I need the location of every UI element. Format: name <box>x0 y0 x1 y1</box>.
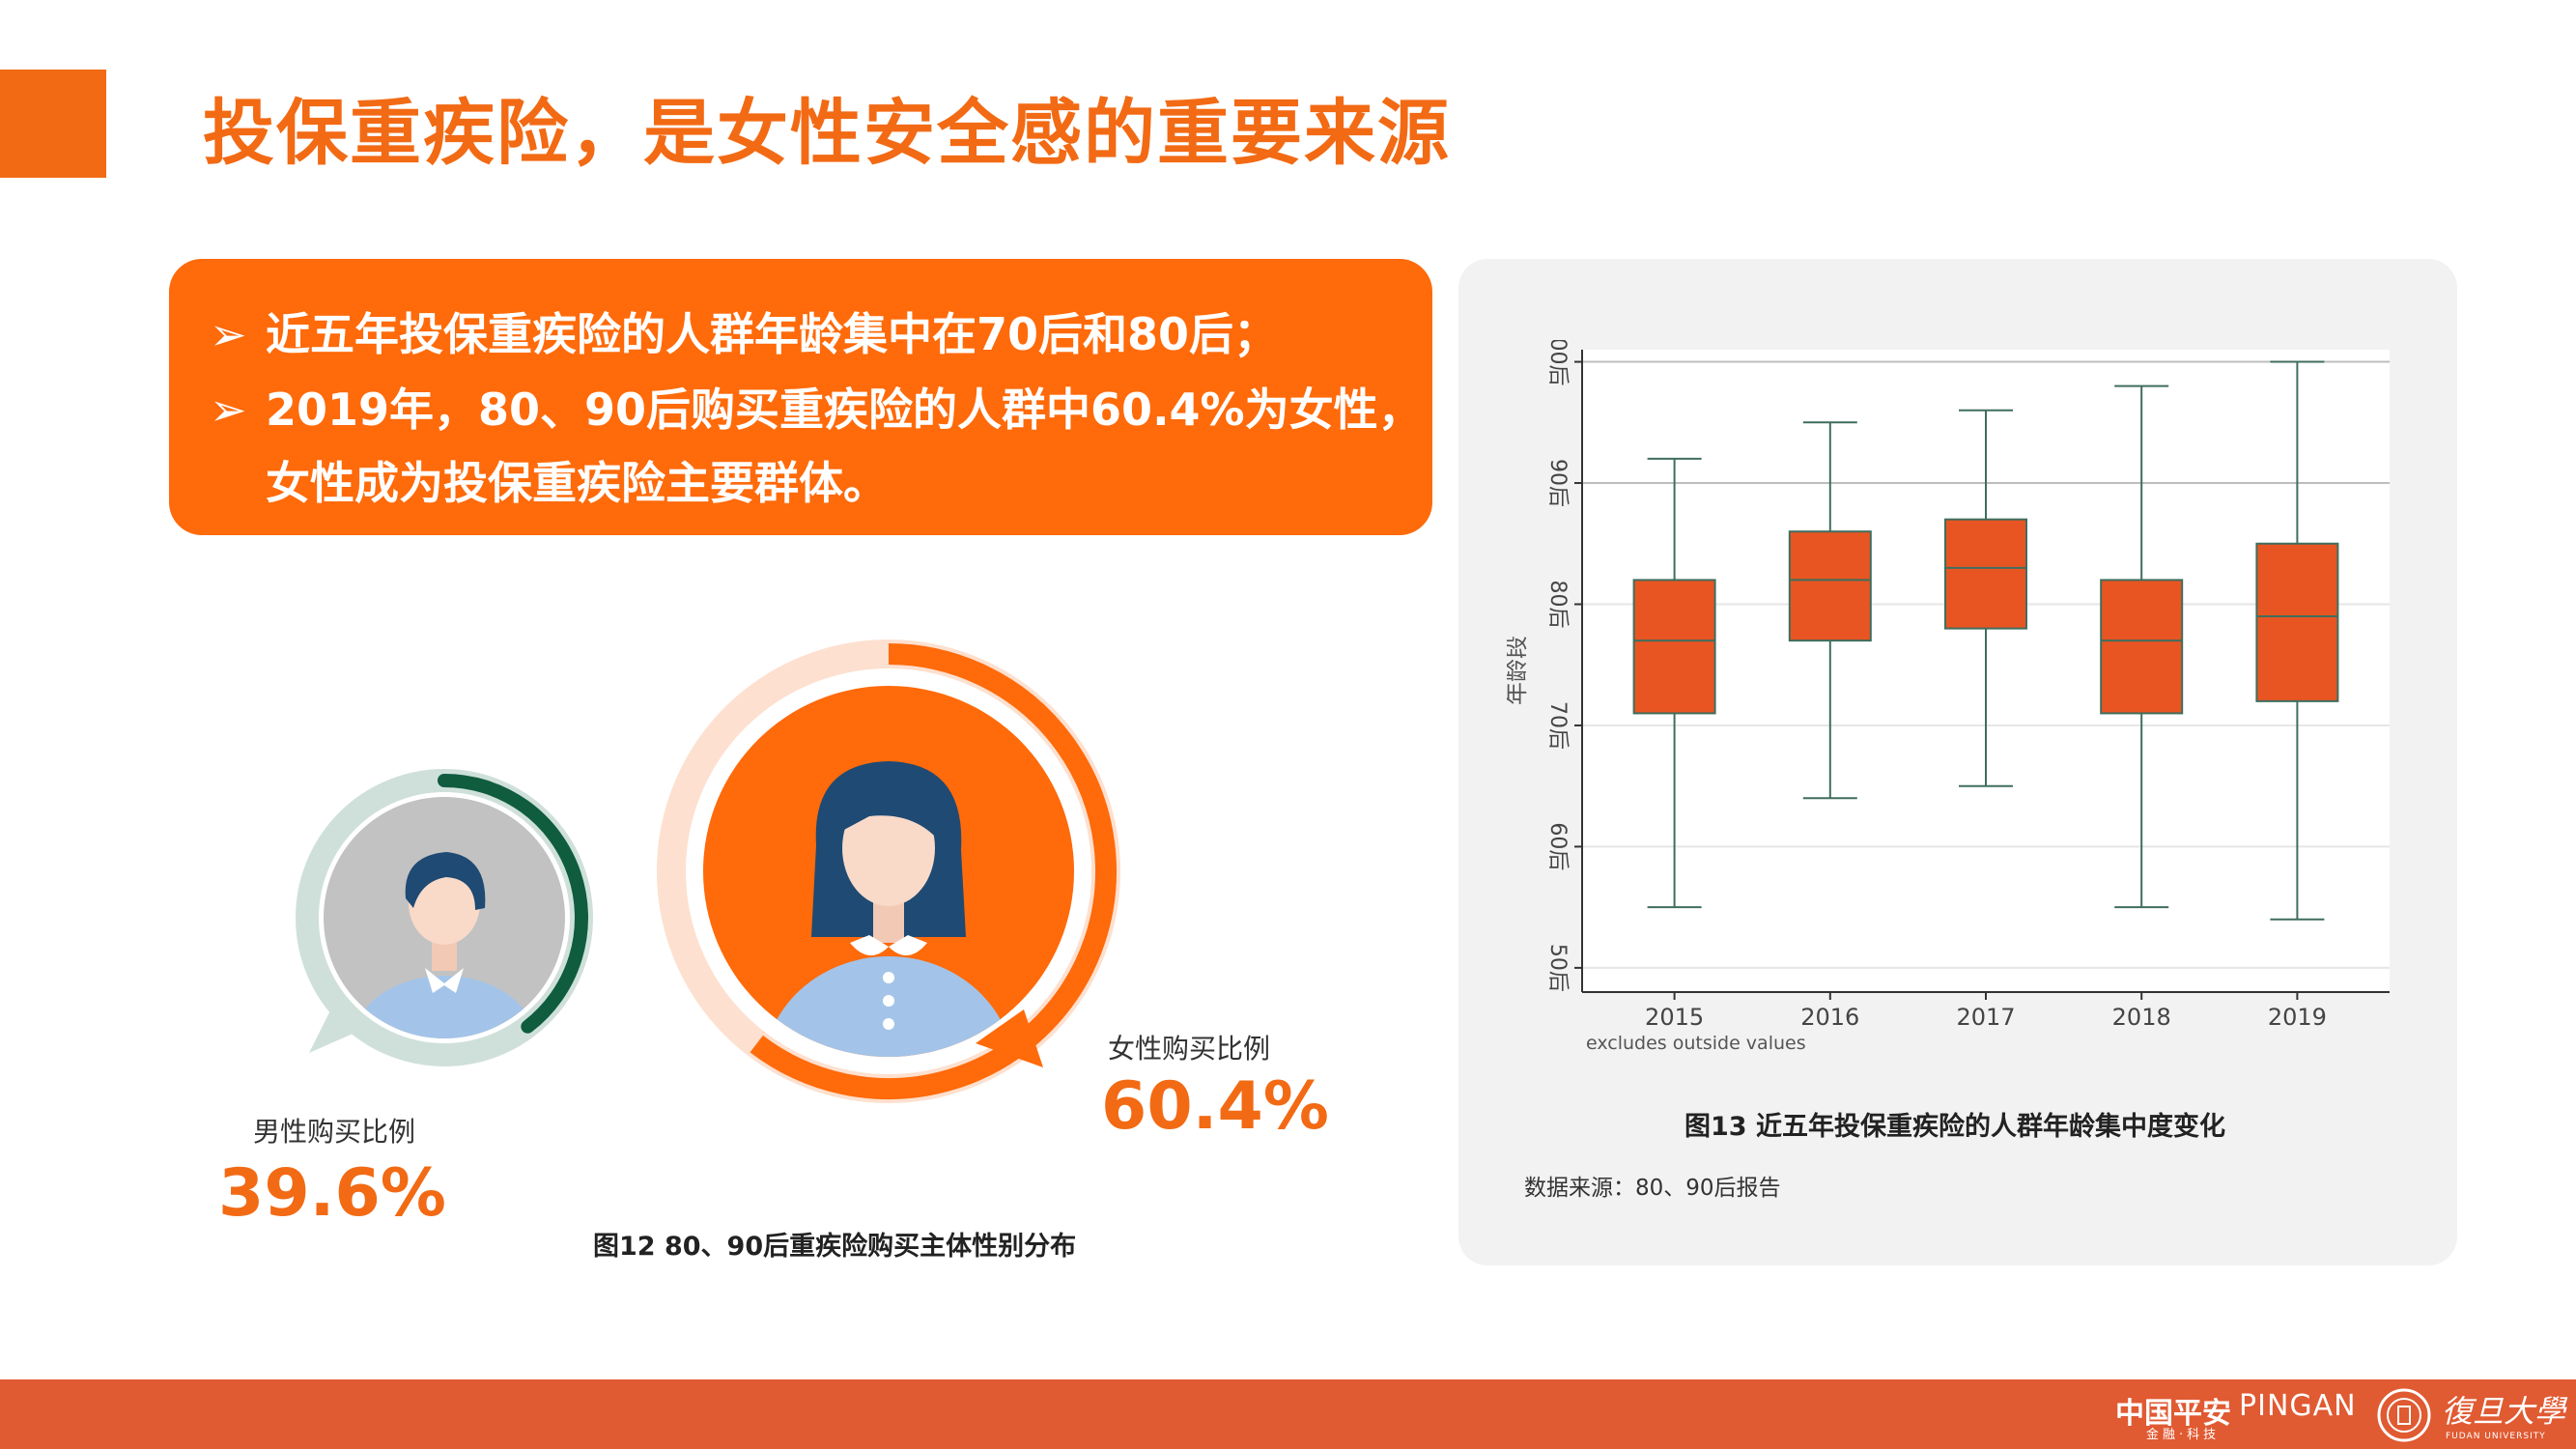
iqr-box <box>2101 580 2182 713</box>
figure-12-caption: 图12 80、90后重疾险购买主体性别分布 <box>593 1225 1076 1263</box>
x-tick-label: 2016 <box>1800 1004 1859 1031</box>
bullet-text: 近五年投保重疾险的人群年龄集中在70后和80后； <box>266 308 1278 360</box>
x-tick-labels: 2015 2016 2017 2018 2019 <box>1645 992 2327 1031</box>
pingan-logo-en: PINGAN <box>2239 1389 2357 1423</box>
x-tick-label: 2019 <box>2268 1004 2327 1031</box>
bullet-text-continued: 女性成为投保重疾险主要群体。 <box>266 448 888 512</box>
bullet-item: ➢ 2019年，80、90后购买重疾险的人群中60.4%为女性， <box>210 375 1423 439</box>
female-share-label: 女性购买比例 <box>1108 1028 1270 1066</box>
title-accent-block <box>0 70 106 178</box>
pingan-logo-sub: 金融·科技 <box>2146 1424 2220 1442</box>
y-tick-label: 80后 <box>1545 580 1570 628</box>
y-tick-label: 90后 <box>1545 459 1570 507</box>
iqr-box <box>1634 580 1715 713</box>
x-tick-label: 2015 <box>1645 1004 1704 1031</box>
x-tick-label: 2017 <box>1956 1004 2015 1031</box>
male-donut <box>307 781 581 1111</box>
data-source: 数据来源：80、90后报告 <box>1524 1169 1781 1202</box>
bullet-text: 2019年，80、90后购买重疾险的人群中60.4%为女性， <box>266 384 1423 436</box>
arrow-bullet-icon: ➢ <box>210 308 266 360</box>
y-tick-label: 00后 <box>1545 340 1570 386</box>
gender-illustration <box>232 618 1159 1159</box>
summary-box: ➢ 近五年投保重疾险的人群年龄集中在70后和80后； ➢ 2019年，80、90后购… <box>169 259 1432 535</box>
y-tick-label: 70后 <box>1545 701 1570 750</box>
y-axis-label: 年龄段 <box>1507 636 1530 705</box>
iqr-box <box>2256 544 2337 701</box>
female-share-value: 60.4% <box>1101 1068 1329 1145</box>
fudan-seal-icon <box>2376 1387 2432 1443</box>
fudan-logo-en: FUDAN UNIVERSITY <box>2446 1432 2546 1441</box>
arrow-bullet-icon: ➢ <box>210 384 266 436</box>
fudan-logo-cn: 復旦大學 <box>2442 1387 2565 1432</box>
y-tick-label: 60后 <box>1545 822 1570 870</box>
chart-note: excludes outside values <box>1586 1033 1806 1054</box>
male-share-value: 39.6% <box>218 1155 446 1232</box>
figure-13-caption: 图13 近五年投保重疾险的人群年龄集中度变化 <box>1684 1105 2225 1143</box>
male-share-label: 男性购买比例 <box>253 1111 415 1150</box>
y-tick-labels: 50后 60后 70后 80后 90后 00后 <box>1545 340 1570 992</box>
female-donut <box>671 654 1106 1159</box>
page-title: 投保重疾险，是女性安全感的重要来源 <box>203 75 1451 179</box>
iqr-box <box>1790 531 1871 640</box>
iqr-box <box>1945 520 2026 629</box>
x-tick-label: 2018 <box>2112 1004 2171 1031</box>
bullet-item: ➢ 近五年投保重疾险的人群年龄集中在70后和80后； <box>210 299 1278 363</box>
y-tick-label: 50后 <box>1545 944 1570 992</box>
